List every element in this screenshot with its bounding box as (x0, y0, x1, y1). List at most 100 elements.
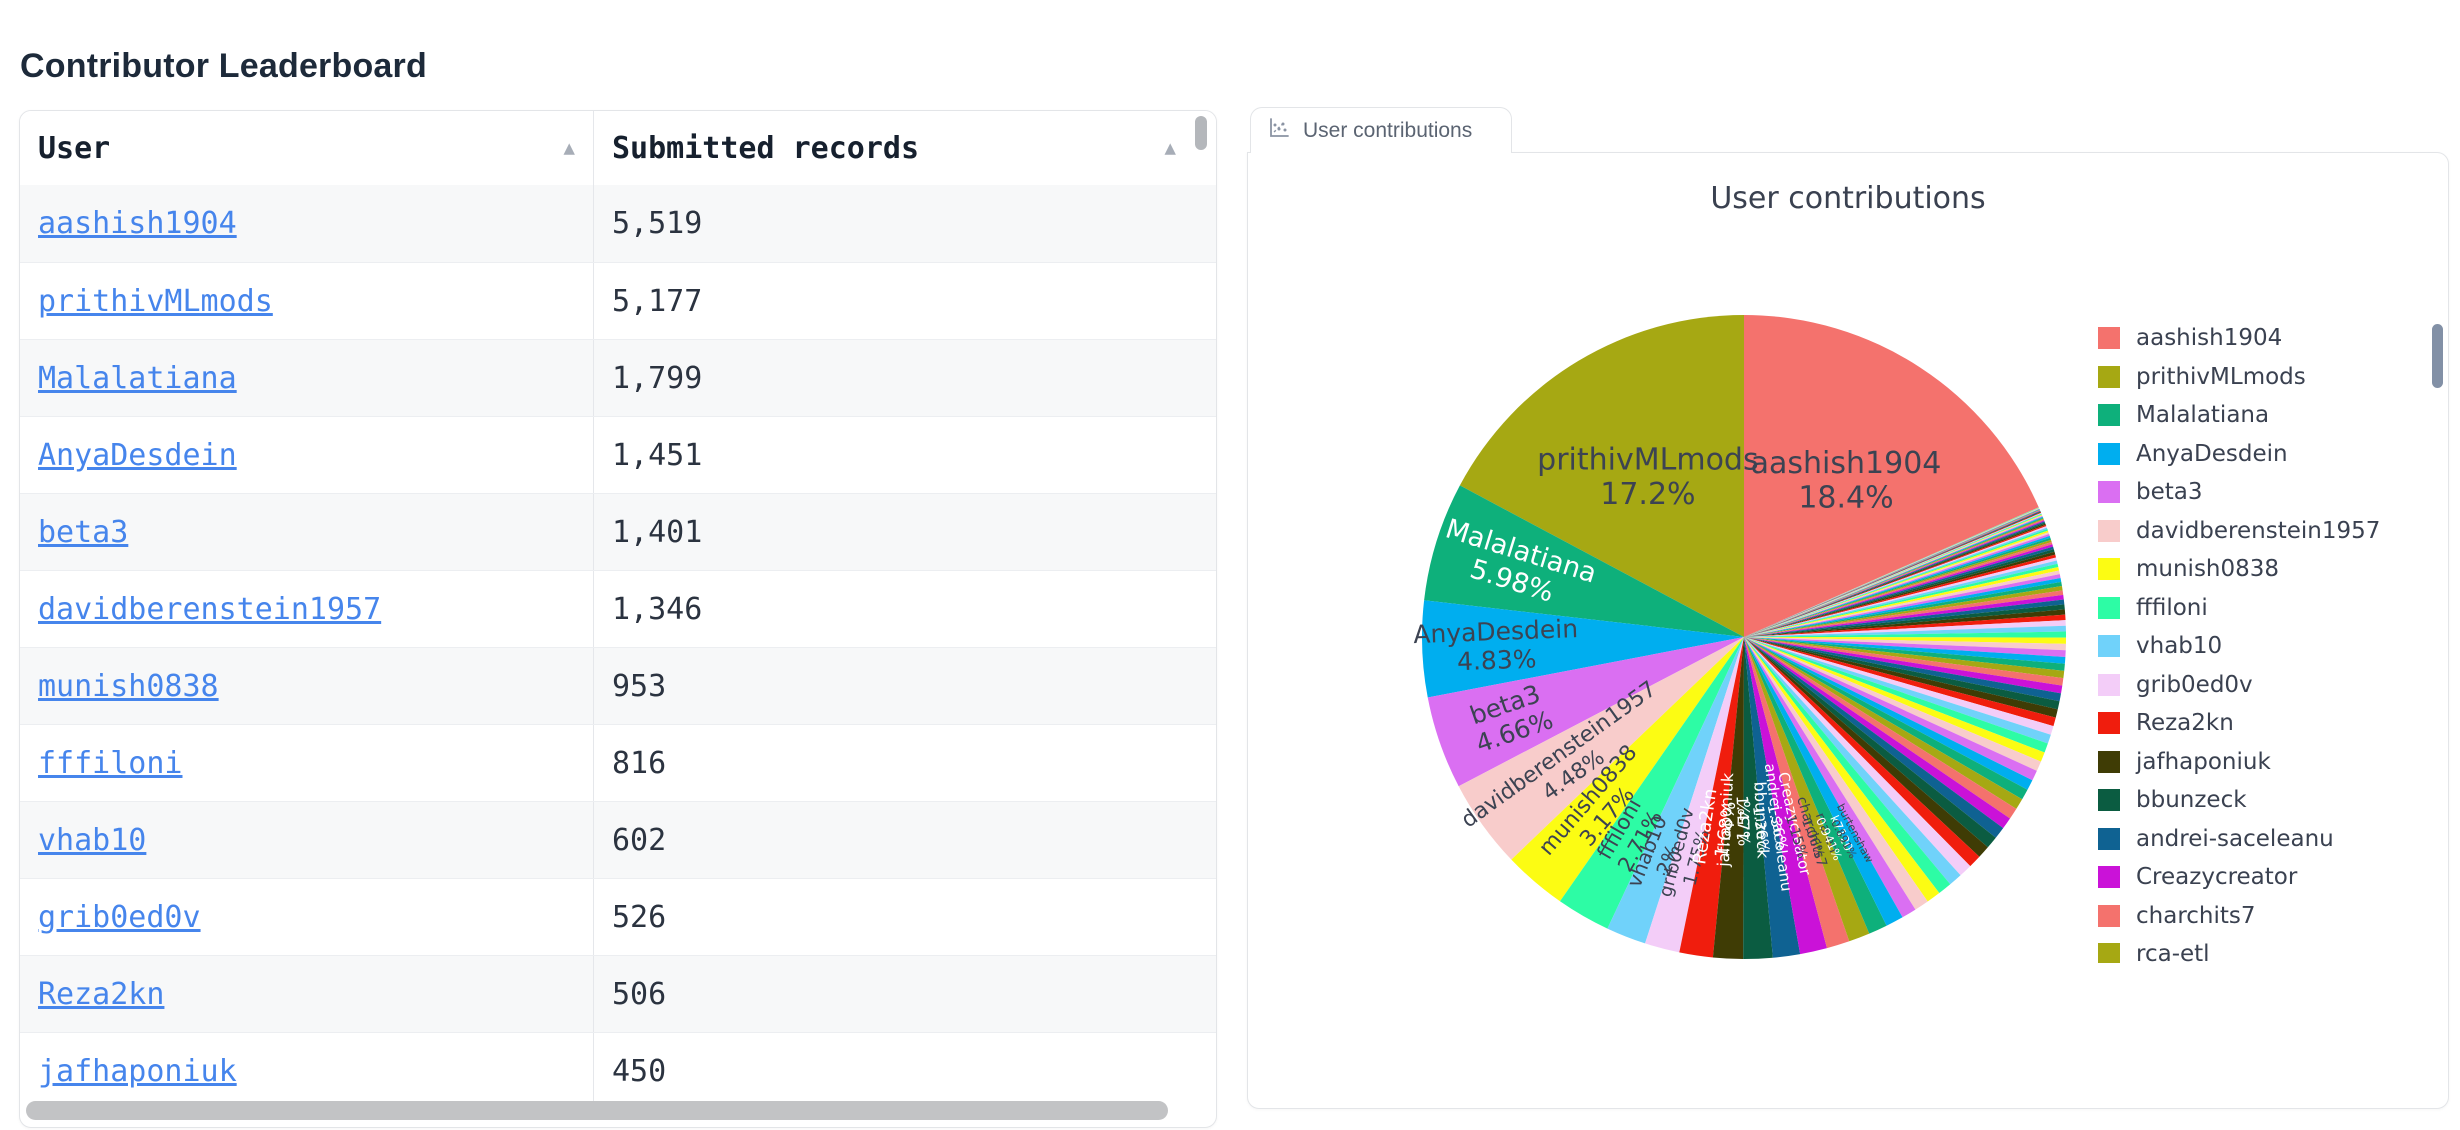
pie-slice[interactable] (1744, 637, 1916, 918)
pie-slice[interactable] (1421, 600, 1744, 698)
pie-slice[interactable] (1744, 590, 2064, 637)
column-header-records[interactable]: Submitted records ▲ (594, 111, 1194, 185)
pie-slice[interactable] (1744, 637, 1961, 885)
pie-slice[interactable] (1744, 508, 2040, 637)
user-link[interactable]: prithivMLmods (38, 283, 273, 319)
pie-slice[interactable] (1744, 614, 2066, 637)
pie-slice[interactable] (1744, 637, 1971, 876)
pie-slice[interactable] (1645, 637, 1744, 953)
pie-slice[interactable] (1744, 637, 2066, 657)
pie-slice[interactable] (1744, 567, 2060, 637)
legend-item[interactable]: Creazycreator (2098, 858, 2428, 897)
pie-slice[interactable] (1744, 570, 2060, 637)
pie-slice[interactable] (1744, 511, 2041, 637)
pie-slice[interactable] (1744, 620, 2066, 637)
legend-item[interactable]: aashish1904 (2098, 319, 2428, 358)
pie-slice[interactable] (1744, 533, 2050, 637)
pie-slice[interactable] (1743, 637, 1773, 960)
pie-slice[interactable] (1744, 509, 2040, 637)
pie-slice[interactable] (1744, 637, 2065, 679)
pie-slice[interactable] (1744, 529, 2048, 637)
legend-item[interactable]: jafhaponiuk (2098, 743, 2428, 782)
pie-slice[interactable] (1744, 637, 2060, 710)
pie-slice[interactable] (1511, 637, 1744, 902)
pie-slice[interactable] (1744, 637, 1903, 926)
legend-item[interactable]: vhab10 (2098, 627, 2428, 666)
legend-item[interactable]: grib0ed0v (2098, 666, 2428, 705)
user-link[interactable]: munish0838 (38, 668, 219, 704)
pie-slice[interactable] (1744, 523, 2046, 637)
pie-slice[interactable] (1744, 637, 2062, 702)
pie-slice[interactable] (1744, 637, 1951, 894)
pie-slice[interactable] (1744, 510, 2041, 637)
pie-slice[interactable] (1744, 527, 2048, 637)
pie-slice[interactable] (1744, 637, 2048, 753)
pie-slice[interactable] (1744, 516, 2043, 637)
pie-slice[interactable] (1744, 520, 2045, 637)
pie-slice[interactable] (1744, 574, 2061, 637)
pie-slice[interactable] (1744, 637, 2023, 809)
pie-slice[interactable] (1744, 544, 2054, 637)
pie-slice[interactable] (1744, 637, 2017, 819)
legend-scrollbar[interactable] (2432, 324, 2443, 388)
pie-slice[interactable] (1744, 509, 2040, 637)
pie-slice[interactable] (1712, 637, 1744, 959)
user-link[interactable]: AnyaDesdein (38, 437, 237, 473)
pie-slice[interactable] (1744, 637, 2041, 771)
user-link[interactable]: grib0ed0v (38, 899, 201, 935)
pie-slice[interactable] (1744, 637, 2066, 664)
pie-slice[interactable] (1744, 546, 2054, 637)
pie-slice[interactable] (1744, 512, 2042, 637)
pie-slice[interactable] (1744, 637, 1850, 949)
pie-slice[interactable] (1744, 599, 2065, 637)
pie-slice[interactable] (1744, 563, 2059, 637)
pie-slice[interactable] (1744, 637, 2066, 644)
pie-slice[interactable] (1744, 637, 1828, 955)
pie-slice[interactable] (1744, 637, 2033, 790)
pie-slice[interactable] (1744, 518, 2044, 637)
pie-slice[interactable] (1744, 517, 2044, 637)
pie-slice[interactable] (1459, 315, 1744, 637)
pie-slice[interactable] (1744, 522, 2046, 637)
pie-slice[interactable] (1458, 637, 1744, 860)
pie-slice[interactable] (1744, 510, 2041, 637)
pie-slice[interactable] (1744, 516, 2044, 637)
user-link[interactable]: fffiloni (38, 745, 183, 781)
pie-slice[interactable] (1744, 512, 2042, 637)
pie-slice[interactable] (1744, 637, 2056, 727)
pie-slice[interactable] (1744, 526, 2047, 637)
pie-slice[interactable] (1744, 577, 2062, 637)
pie-slice[interactable] (1744, 637, 2054, 735)
legend-item[interactable]: prithivMLmods (2098, 358, 2428, 397)
pie-slice[interactable] (1607, 637, 1744, 944)
pie-slice[interactable] (1744, 509, 2040, 637)
pie-slice[interactable] (1744, 514, 2042, 637)
pie-slice[interactable] (1744, 637, 2066, 651)
pie-slice[interactable] (1744, 637, 2064, 686)
legend-item[interactable]: AnyaDesdein (2098, 435, 2428, 474)
pie-slice[interactable] (1744, 532, 2050, 637)
legend-item[interactable]: andrei-saceleanu (2098, 820, 2428, 859)
pie-slice[interactable] (1744, 581, 2062, 637)
pie-slice[interactable] (1744, 551, 2056, 637)
pie-slice[interactable] (1744, 513, 2042, 637)
user-link[interactable]: Reza2kn (38, 976, 165, 1012)
pie-slice[interactable] (1744, 557, 2057, 637)
pie-slice[interactable] (1744, 594, 2064, 637)
pie-slice[interactable] (1744, 507, 2040, 637)
pie-slice[interactable] (1744, 560, 2058, 637)
pie-slice[interactable] (1679, 637, 1744, 958)
pie-slice[interactable] (1424, 485, 1744, 637)
pie-slice[interactable] (1744, 539, 2052, 637)
legend-item[interactable]: rca-etl (2098, 935, 2428, 963)
pie-slice[interactable] (1744, 604, 2065, 637)
pie-slice[interactable] (1744, 637, 1928, 910)
pie-slice[interactable] (1744, 511, 2041, 637)
pie-slice[interactable] (1744, 637, 2051, 744)
pie-slice[interactable] (1744, 637, 1940, 902)
user-link[interactable]: vhab10 (38, 822, 147, 858)
pie-slice[interactable] (1744, 530, 2049, 637)
pie-slice[interactable] (1744, 625, 2066, 637)
table-horizontal-scrollbar[interactable] (26, 1101, 1168, 1120)
pie-slice[interactable] (1744, 510, 2041, 637)
